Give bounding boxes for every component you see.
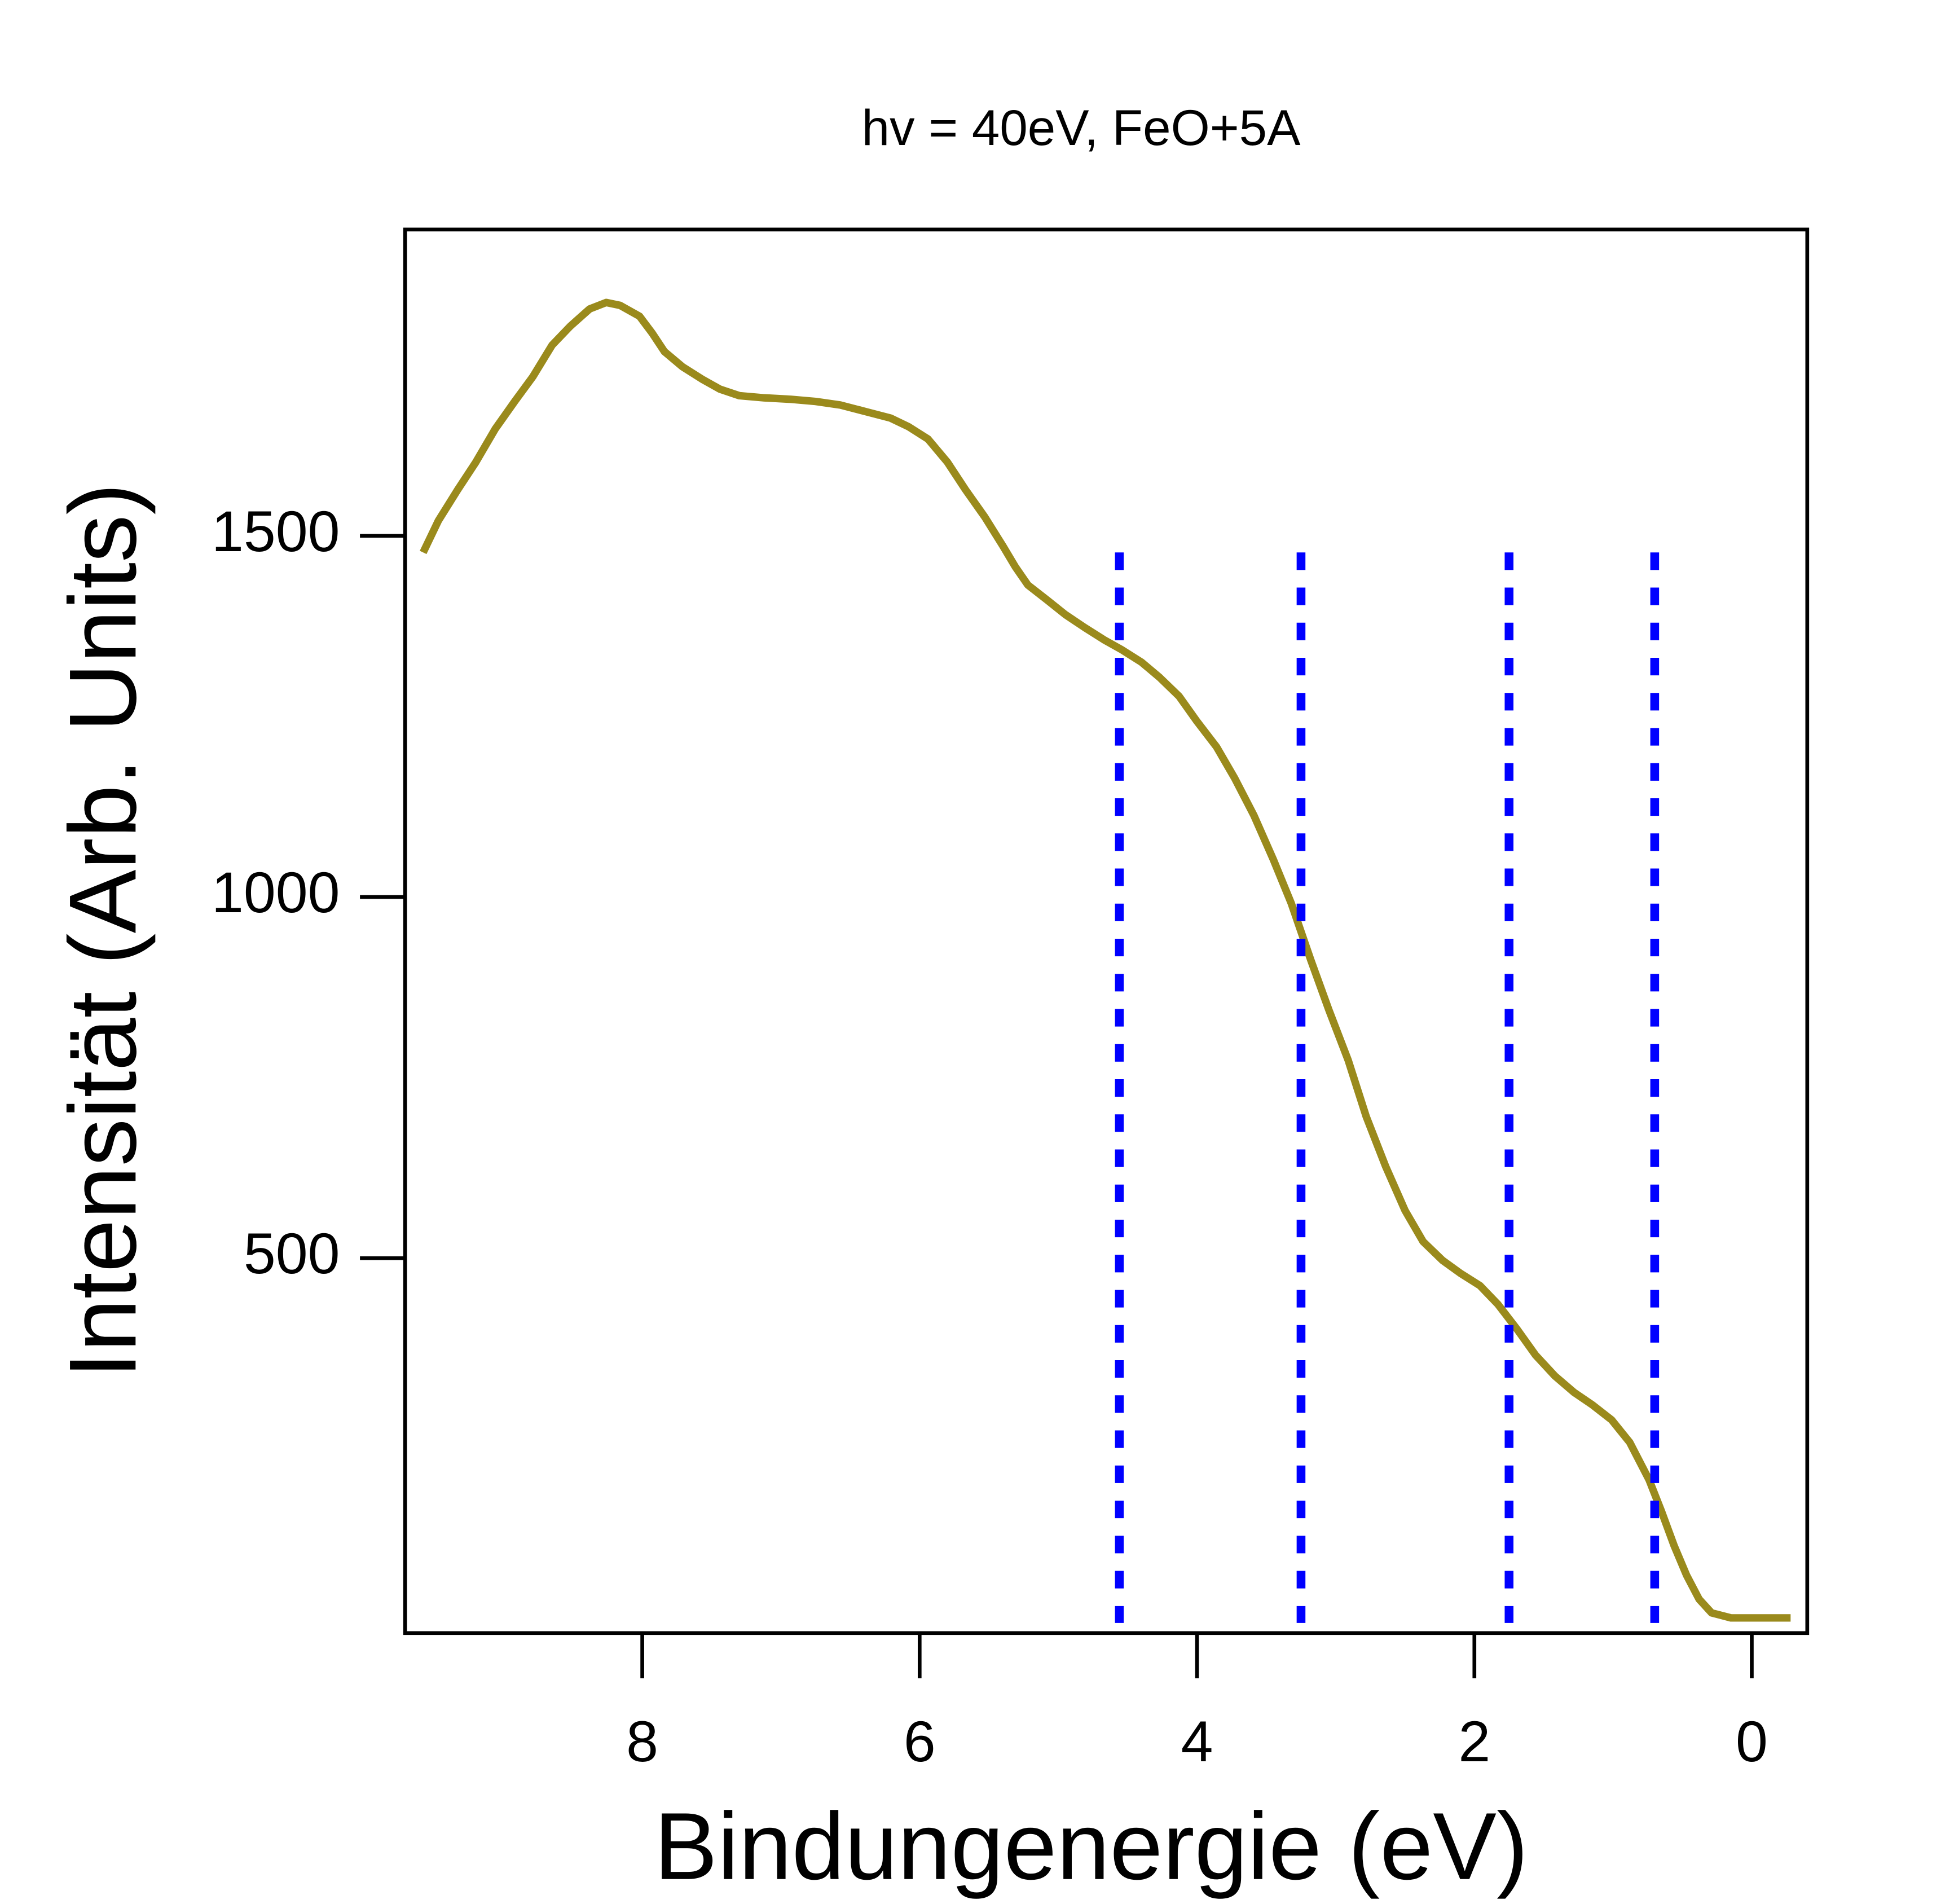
y-axis-label: Intensität (Arb. Units)	[49, 483, 156, 1378]
data-line	[420, 298, 1791, 1622]
x-tick-label: 4	[1181, 1709, 1213, 1774]
x-axis-label: Bindungenergie (eV)	[654, 1793, 1528, 1899]
x-tick-label: 0	[1736, 1709, 1768, 1774]
y-tick-label: 1000	[212, 860, 340, 925]
y-tick-label: 500	[244, 1221, 340, 1286]
x-tick-label: 8	[626, 1709, 658, 1774]
plot-frame	[403, 227, 1810, 1635]
y-tick-label: 1500	[212, 499, 340, 564]
x-tick-label: 6	[904, 1709, 936, 1774]
x-tick-label: 2	[1458, 1709, 1490, 1774]
chart-title: hv = 40eV, FeO+5A	[862, 99, 1301, 156]
